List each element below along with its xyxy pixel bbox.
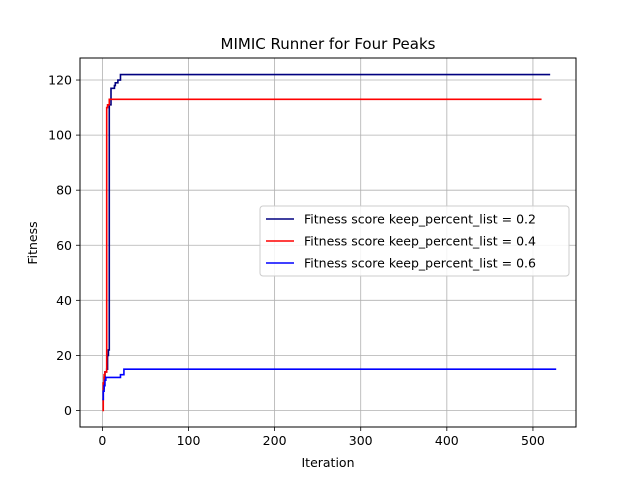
y-tick-label: 80 — [56, 183, 72, 198]
legend: Fitness score keep_percent_list = 0.2 Fit… — [259, 205, 570, 277]
x-axis-label: Iteration — [301, 455, 354, 470]
y-axis-label: Fitness — [25, 221, 40, 264]
series-lines — [102, 73, 557, 412]
legend-label-2: Fitness score keep_percent_list = 0.4 — [304, 234, 536, 249]
axis-ticks: 0 100 200 300 400 500 0 20 40 60 80 100 120 — [48, 73, 545, 448]
y-tick-label: 40 — [56, 293, 72, 308]
x-tick-label: 100 — [177, 433, 201, 448]
y-tick-label: 20 — [56, 348, 72, 363]
y-tick-label: 60 — [56, 238, 72, 253]
legend-box — [259, 205, 570, 277]
x-tick-label: 300 — [349, 433, 373, 448]
x-tick-label: 0 — [98, 433, 106, 448]
legend-label-3: Fitness score keep_percent_list = 0.6 — [304, 256, 536, 271]
plot-frame — [79, 57, 577, 428]
series-line-3 — [102, 368, 557, 401]
x-tick-label: 200 — [263, 433, 287, 448]
x-tick-label: 500 — [521, 433, 545, 448]
series-line-2 — [102, 98, 542, 412]
chart-title: MIMIC Runner for Four Peaks — [221, 35, 436, 53]
y-tick-label: 0 — [64, 403, 72, 418]
y-tick-label: 120 — [48, 73, 72, 88]
y-tick-label: 100 — [48, 128, 72, 143]
legend-label-1: Fitness score keep_percent_list = 0.2 — [304, 212, 536, 227]
x-tick-label: 400 — [435, 433, 459, 448]
